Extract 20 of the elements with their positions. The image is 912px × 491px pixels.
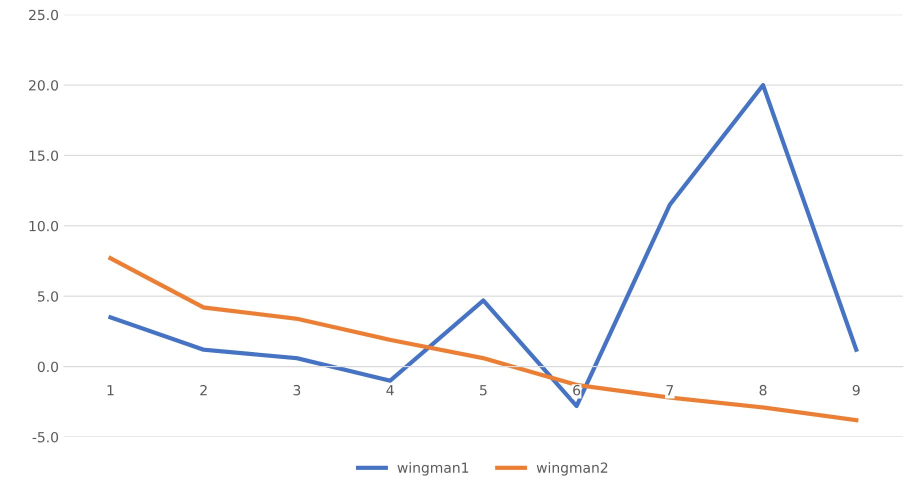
- y-tick-label: 0.0: [38, 362, 58, 372]
- x-tick-label: 4: [386, 385, 394, 396]
- x-tick-label: 2: [200, 384, 207, 396]
- line-series: [108, 83, 858, 408]
- x-tick-label: 7: [666, 385, 674, 396]
- x-tick-label: 9: [852, 384, 860, 396]
- y-tick-label: 25.0: [29, 10, 58, 20]
- x-tick-label: 5: [480, 385, 487, 396]
- legend-label: wingman2: [536, 462, 608, 476]
- y-tick-label: 15.0: [30, 150, 58, 161]
- y-tick-label: -5.0: [32, 432, 58, 442]
- x-tick-label: 3: [294, 384, 300, 396]
- line-series: [108, 256, 858, 422]
- x-tick-label: 1: [108, 385, 114, 396]
- y-tick-label: 5.0: [38, 291, 58, 302]
- x-tick-label: 6: [573, 384, 580, 396]
- y-tick-label: 20.0: [29, 80, 58, 91]
- legend-label: wingman1: [398, 462, 468, 476]
- x-tick-label: 8: [760, 384, 767, 396]
- y-tick-label: 10.0: [30, 220, 58, 232]
